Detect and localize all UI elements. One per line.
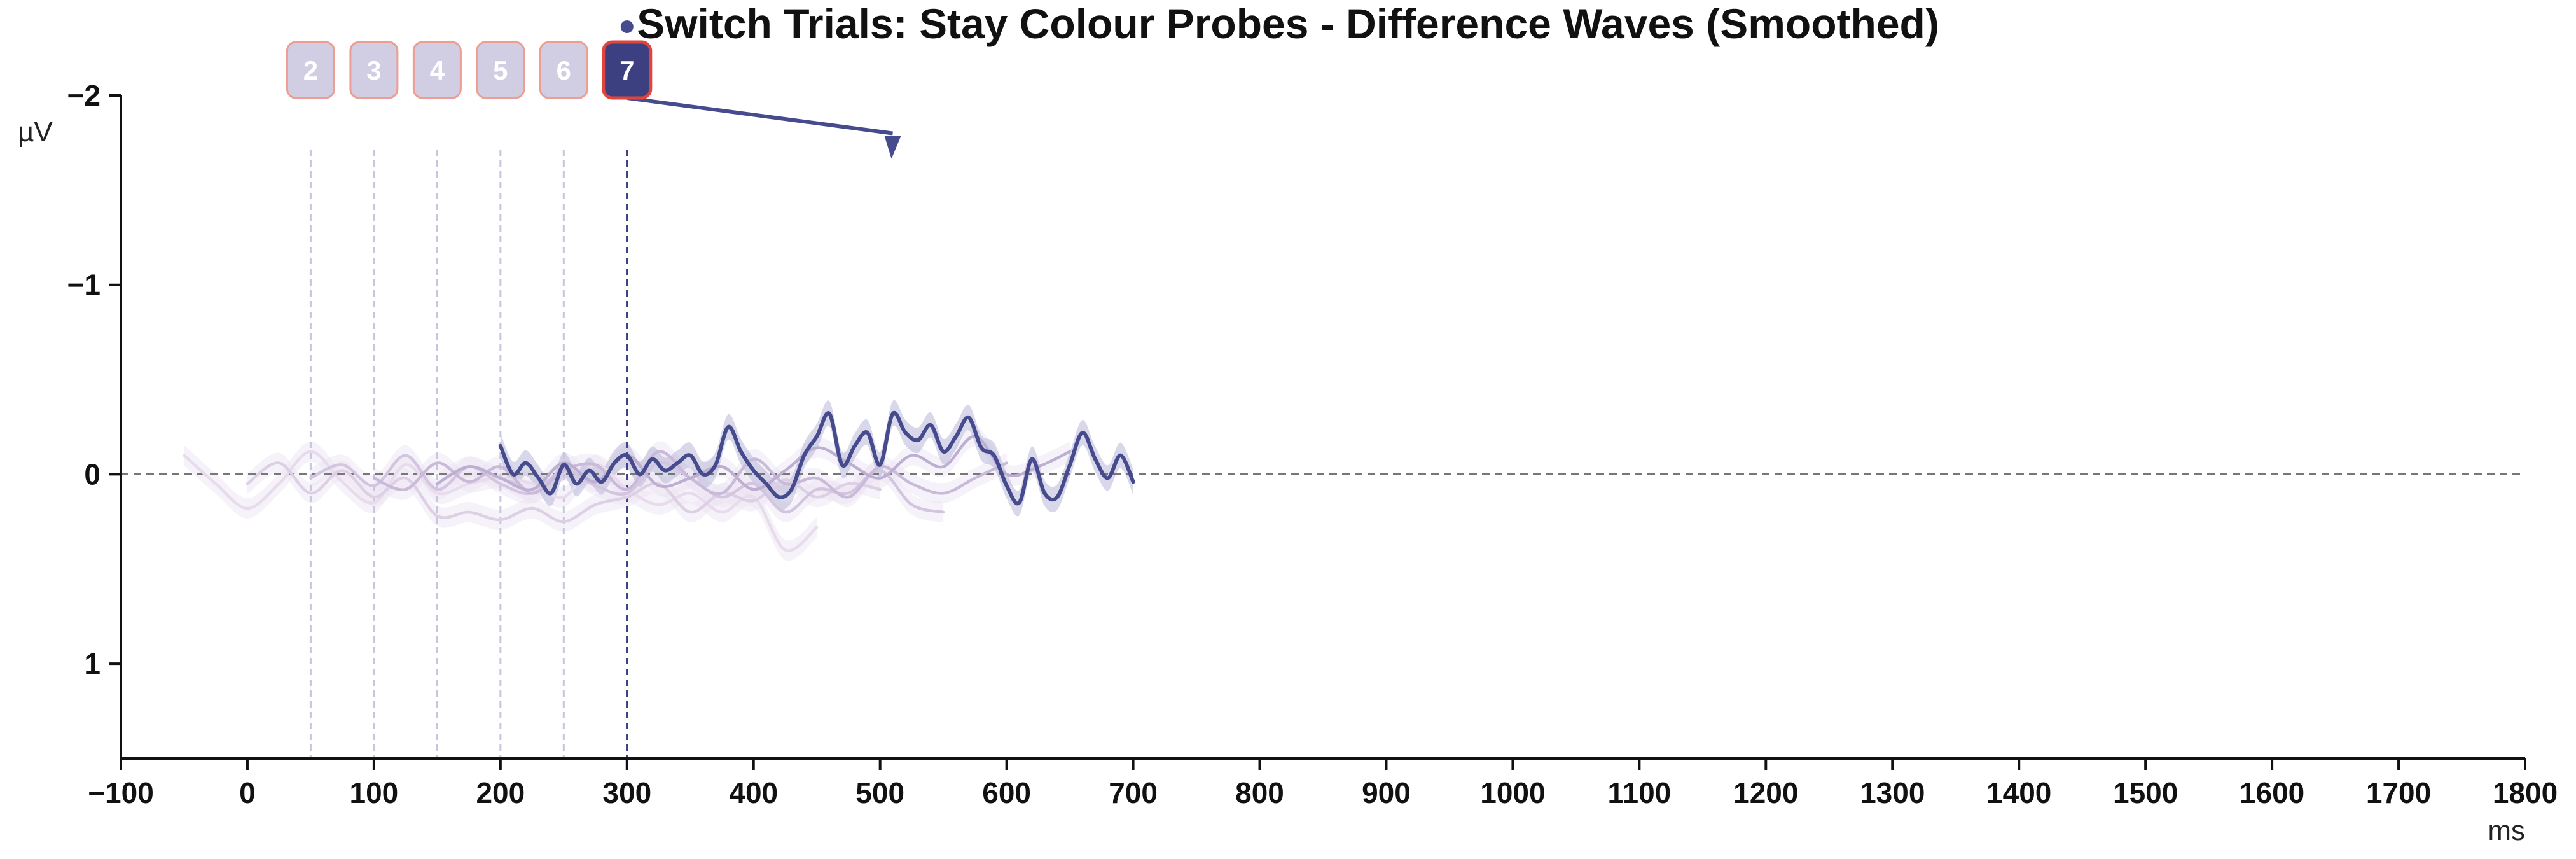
- series-7-line: [498, 410, 1135, 506]
- series-6-line: [436, 435, 1072, 492]
- x-tick-label: 100: [350, 776, 399, 809]
- x-tick-label: 500: [855, 776, 904, 809]
- x-tick-label: 400: [729, 776, 778, 809]
- annotation-layer: [627, 96, 901, 159]
- y-tick-label: −1: [67, 269, 100, 302]
- x-tick-label: 600: [982, 776, 1031, 809]
- x-tick-label: 300: [602, 776, 651, 809]
- marker-4-badge: 4: [412, 41, 462, 99]
- y-ticks: −2 −1 0 1: [67, 79, 121, 680]
- x-tick-label: 1200: [1733, 776, 1798, 809]
- annotation-connector: [627, 96, 893, 136]
- active-marker-dot: [620, 20, 634, 33]
- marker-badge-label: 6: [557, 55, 571, 85]
- x-tick-label: 1300: [1860, 776, 1925, 809]
- chart-title: Switch Trials: Stay Colour Probes - Diff…: [637, 0, 1939, 47]
- marker-badge-box: [539, 41, 588, 99]
- x-tick-label: 1600: [2240, 776, 2304, 809]
- series-2-ci-band: [184, 441, 817, 561]
- x-tick-label: 1500: [2113, 776, 2178, 809]
- marker-badge-label: 5: [493, 55, 508, 85]
- x-tick-label: 0: [239, 776, 256, 809]
- marker-badges-layer: 2 3 4 5 6 7: [286, 20, 653, 100]
- x-tick-label: 900: [1362, 776, 1411, 809]
- marker-lines-layer: [309, 150, 628, 758]
- x-tick-label: 700: [1109, 776, 1158, 809]
- series-3-ci-band: [247, 452, 880, 532]
- x-tick-label: 200: [476, 776, 525, 809]
- y-axis-label: µV: [18, 116, 53, 148]
- x-tick-label: −100: [88, 776, 154, 809]
- marker-2-badge: 2: [286, 41, 335, 99]
- x-tick-label: 1700: [2366, 776, 2431, 809]
- marker-badge-box: [349, 41, 399, 99]
- x-tick-label: 800: [1235, 776, 1284, 809]
- marker-badge-label: 4: [430, 55, 445, 85]
- marker-badge-box: [602, 40, 653, 100]
- marker-badge-box: [412, 41, 462, 99]
- x-ticks: −100 0 100 200 300 400 500 600 700 800 900 1000 1100…: [88, 758, 2558, 809]
- series-layer: [183, 410, 1135, 552]
- x-tick-label: 1100: [1607, 776, 1671, 809]
- annotation-pointer: [884, 136, 901, 159]
- marker-badge-label: 7: [620, 55, 634, 85]
- marker-6-badge: 6: [539, 41, 588, 99]
- y-tick-label: −2: [67, 79, 100, 112]
- marker-7-badge: 7: [602, 20, 653, 100]
- y-tick-label: 1: [84, 647, 100, 680]
- marker-3-badge: 3: [349, 41, 399, 99]
- x-tick-label: 1800: [2493, 776, 2558, 809]
- series-3-line: [246, 461, 882, 524]
- marker-badge-box: [286, 41, 335, 99]
- x-tick-label: 1400: [1986, 776, 2051, 809]
- marker-badge-label: 3: [366, 55, 381, 85]
- marker-5-badge: 5: [476, 41, 525, 99]
- y-tick-label: 0: [84, 457, 100, 491]
- marker-badge-label: 2: [303, 55, 318, 85]
- x-axis-label: ms: [2488, 815, 2525, 846]
- marker-badge-box: [476, 41, 525, 99]
- x-tick-label: 1000: [1480, 776, 1545, 809]
